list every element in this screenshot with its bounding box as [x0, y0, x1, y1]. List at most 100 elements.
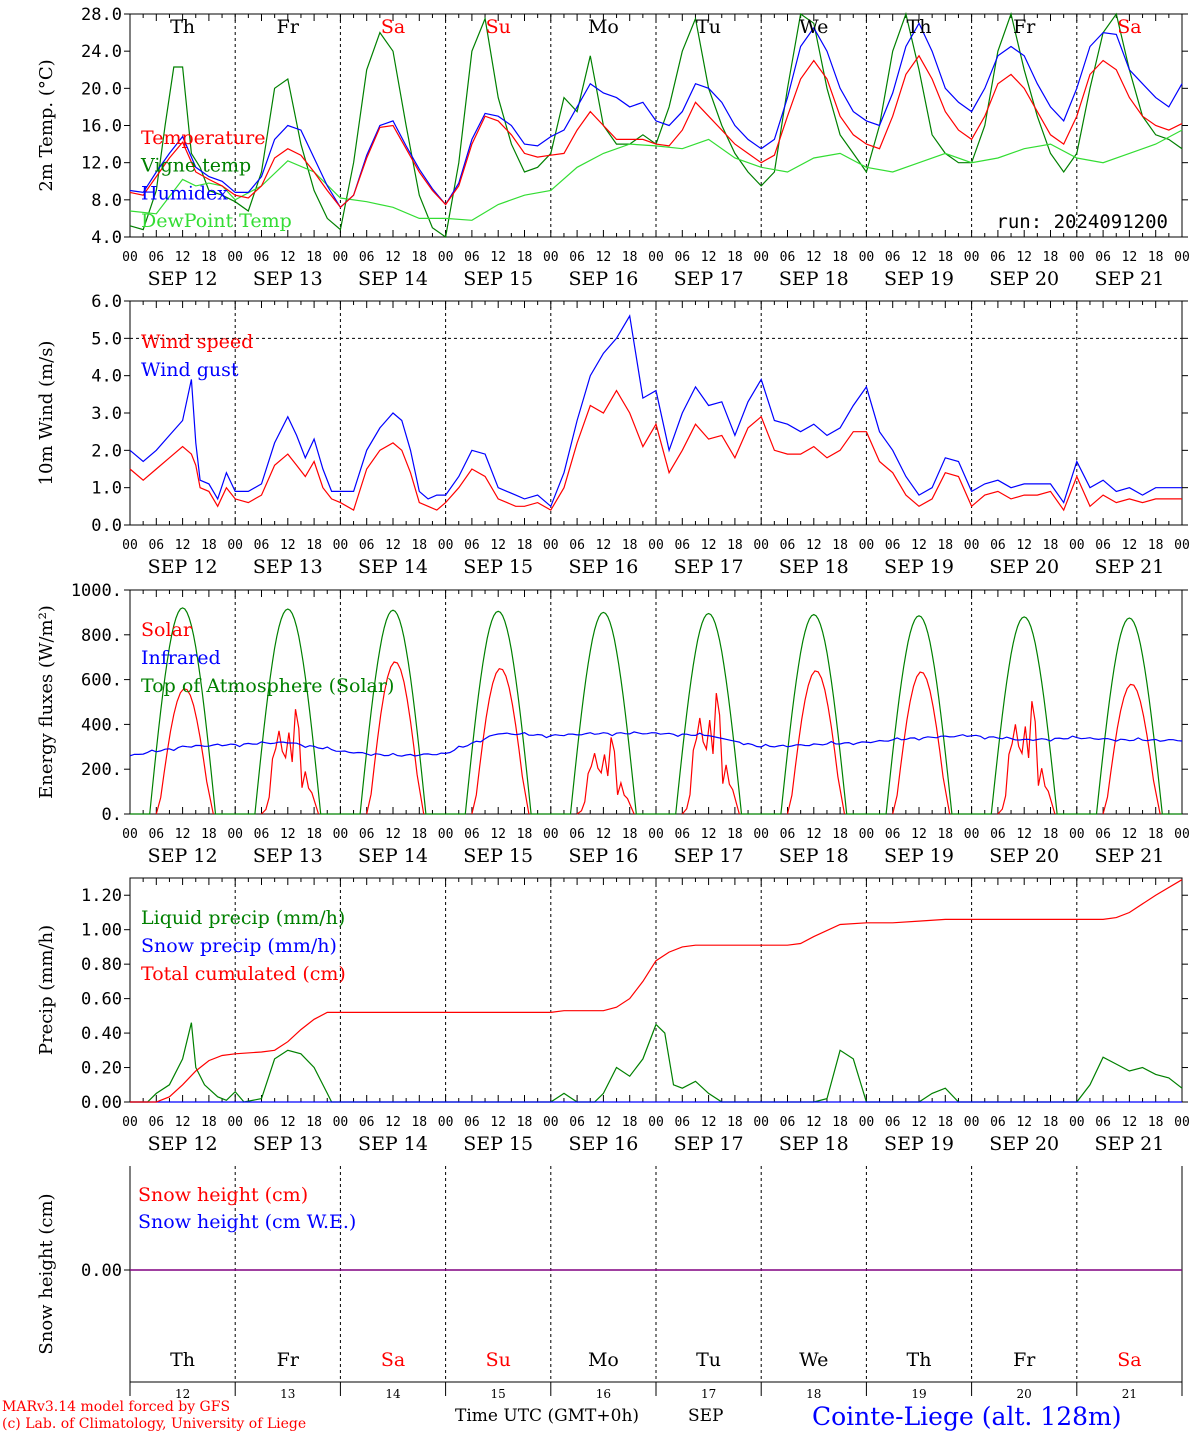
hour-tick-label: 00 — [859, 1115, 875, 1130]
date-number-label: 20 — [1017, 1387, 1032, 1401]
date-label: SEP 19 — [884, 845, 954, 867]
hour-tick-label: 18 — [306, 1115, 322, 1130]
hour-tick-label: 06 — [990, 250, 1006, 265]
toa-solar-line — [235, 608, 341, 815]
series-line-total-cumulated-cm — [130, 879, 1183, 1103]
legend-total-cumulated-cm: Total cumulated (cm) — [141, 963, 346, 985]
hour-tick-label: 00 — [227, 538, 243, 553]
hour-tick-label: 12 — [1016, 827, 1032, 842]
hour-tick-label: 00 — [648, 1115, 664, 1130]
hour-tick-label: 12 — [911, 538, 927, 553]
y-tick-label: 0.0 — [91, 516, 122, 536]
hour-tick-label: 18 — [1043, 827, 1059, 842]
date-number-label: 13 — [280, 1387, 295, 1401]
y-axis-label-4: Precip (mm/h) — [36, 925, 57, 1055]
hour-tick-label: 18 — [937, 1115, 953, 1130]
hour-tick-label: 06 — [359, 250, 375, 265]
date-number-label: 14 — [385, 1387, 401, 1401]
y-tick-label: 12.0 — [81, 154, 122, 174]
hour-tick-label: 12 — [701, 538, 717, 553]
hour-tick-label: 06 — [885, 538, 901, 553]
date-number-label: 15 — [491, 1387, 506, 1401]
date-label: SEP 19 — [884, 1133, 954, 1155]
credit-line-1: MARv3.14 model forced by GFS — [2, 1399, 231, 1415]
hour-tick-label: 18 — [832, 1115, 848, 1130]
hour-tick-label: 18 — [622, 1115, 638, 1130]
hour-tick-label: 12 — [596, 1115, 612, 1130]
hour-tick-label: 00 — [859, 538, 875, 553]
hour-tick-label: 00 — [122, 827, 138, 842]
y-tick-label: 0.60 — [81, 990, 122, 1010]
hour-tick-label: 06 — [569, 538, 585, 553]
weekday-label: Mo — [588, 16, 619, 38]
y-tick-label: 4.0 — [91, 367, 122, 387]
hour-tick-label: 06 — [1095, 250, 1111, 265]
date-number-label: 12 — [175, 1387, 190, 1401]
hour-tick-label: 06 — [674, 538, 690, 553]
toa-solar-line — [130, 607, 236, 815]
date-label: SEP 14 — [358, 1133, 428, 1155]
weekday-label: Fr — [277, 16, 300, 38]
hour-tick-label: 18 — [517, 827, 533, 842]
toa-solar-line — [866, 615, 972, 815]
hour-tick-label: 12 — [280, 538, 296, 553]
series-line-wind-gust — [129, 314, 1182, 508]
hour-tick-label: 06 — [254, 538, 270, 553]
legend-dewpoint-temp: DewPoint Temp — [141, 210, 292, 232]
hour-tick-label: 12 — [280, 250, 296, 265]
hour-tick-label: 12 — [1016, 538, 1032, 553]
toa-solar-line — [445, 610, 551, 815]
solar-line — [997, 701, 1056, 815]
y-tick-label: 0.40 — [81, 1024, 122, 1044]
y-tick-label: 0.80 — [81, 955, 122, 975]
date-label: SEP 16 — [568, 1133, 638, 1155]
y-tick-label: 6.0 — [91, 292, 122, 312]
hour-tick-label: 06 — [990, 827, 1006, 842]
hour-tick-label: 06 — [254, 250, 270, 265]
hour-tick-label: 00 — [122, 538, 138, 553]
toa-solar-line — [656, 612, 762, 815]
y-tick-label: 24.0 — [81, 42, 122, 62]
hour-tick-label: 12 — [701, 1115, 717, 1130]
date-label: SEP 21 — [1094, 845, 1164, 867]
hour-tick-label: 06 — [780, 1115, 796, 1130]
hour-tick-label: 12 — [175, 827, 191, 842]
hour-tick-label: 00 — [648, 250, 664, 265]
hour-tick-label: 00 — [964, 1115, 980, 1130]
hour-tick-label: 18 — [201, 1115, 217, 1130]
date-label: SEP 21 — [1094, 556, 1164, 578]
solar-line — [155, 688, 214, 815]
y-tick-label: 4.0 — [91, 228, 122, 248]
hour-tick-label: 18 — [306, 250, 322, 265]
hour-tick-label: 12 — [596, 538, 612, 553]
hour-tick-label: 18 — [201, 250, 217, 265]
date-label: SEP 17 — [674, 845, 744, 867]
hour-tick-label: 06 — [780, 538, 796, 553]
weekday-label-bottom: Tu — [696, 1349, 721, 1371]
hour-tick-label: 06 — [569, 250, 585, 265]
date-number-label: 18 — [806, 1387, 821, 1401]
hour-tick-label: 18 — [517, 250, 533, 265]
legend-infrared: Infrared — [141, 647, 221, 669]
weekday-label: Th — [907, 16, 932, 38]
hour-tick-label: 12 — [806, 827, 822, 842]
hour-tick-label: 06 — [148, 1115, 164, 1130]
solar-line — [471, 668, 530, 815]
hour-tick-label: 18 — [622, 538, 638, 553]
hour-tick-label: 18 — [517, 538, 533, 553]
date-label: SEP 17 — [674, 556, 744, 578]
hour-tick-label: 06 — [254, 1115, 270, 1130]
hour-tick-label: 12 — [596, 250, 612, 265]
hour-tick-label: 00 — [753, 250, 769, 265]
credit-line-2: (c) Lab. of Climatology, University of L… — [2, 1416, 307, 1432]
weekday-label-bottom: We — [799, 1349, 828, 1371]
weekday-label: Th — [170, 16, 195, 38]
hour-tick-label: 12 — [1122, 1115, 1138, 1130]
hour-tick-label: 00 — [438, 250, 454, 265]
hour-tick-label: 12 — [490, 250, 506, 265]
legend-temperature: Temperature — [141, 127, 265, 149]
y-tick-label: 16.0 — [81, 117, 122, 137]
toa-solar-line — [971, 616, 1077, 815]
y-axis-label-3: Energy fluxes (W/m²) — [36, 605, 57, 799]
y-axis-label-5: Snow height (cm) — [36, 1193, 57, 1354]
